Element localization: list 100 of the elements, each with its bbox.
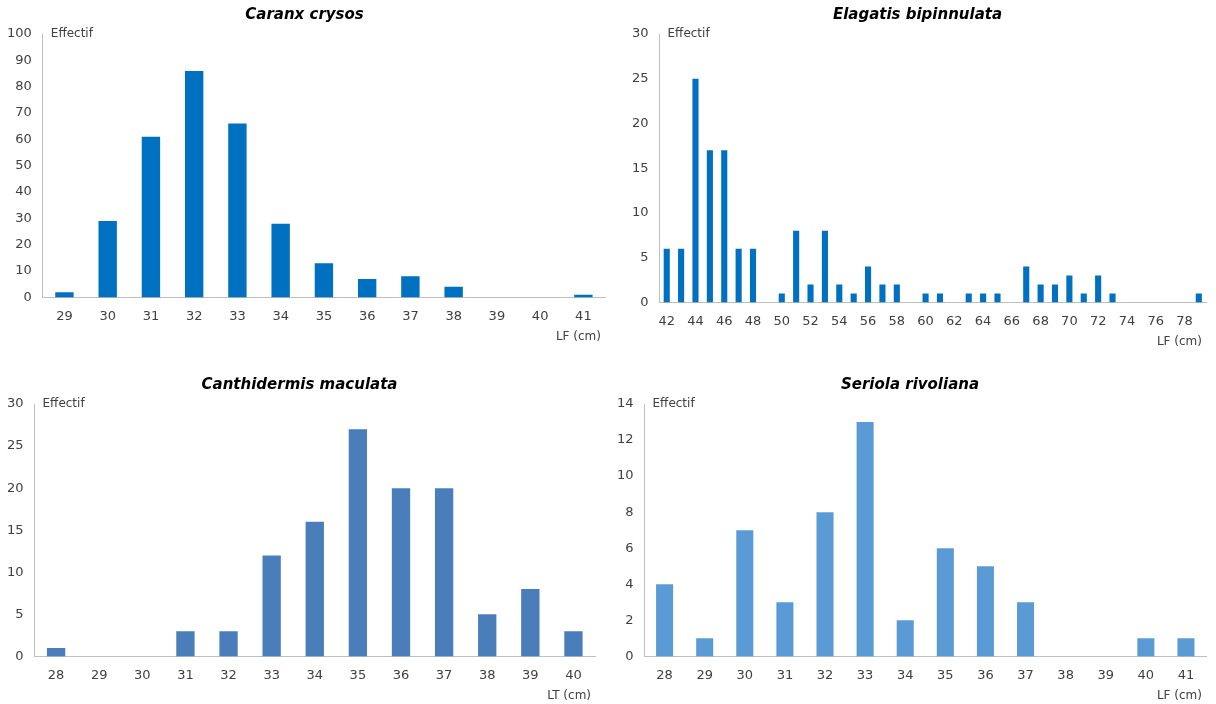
bar <box>1080 293 1087 303</box>
bar <box>1066 275 1073 303</box>
bar <box>879 284 886 303</box>
bar <box>391 488 411 657</box>
bar <box>1095 275 1102 303</box>
y-axis-title: Effectif <box>42 396 86 411</box>
x-tick-label: 38 <box>445 307 462 323</box>
y-tick-label: 5 <box>15 605 24 621</box>
x-tick-label: 42 <box>658 312 676 328</box>
bar <box>778 293 785 303</box>
x-tick-label: 36 <box>358 307 376 323</box>
y-tick-label: 90 <box>15 51 32 67</box>
bar <box>1195 293 1202 303</box>
bar <box>262 555 281 657</box>
y-tick-label: 12 <box>617 431 634 447</box>
chart-title: Seriola rivoliana <box>840 374 980 393</box>
y-tick-label: 15 <box>632 159 649 175</box>
bar <box>1109 293 1116 303</box>
x-axis-title: LF (cm) <box>1156 688 1202 703</box>
bar <box>735 248 742 303</box>
chart-title: Canthidermis maculata <box>201 374 398 393</box>
y-tick-label: 5 <box>640 249 649 265</box>
x-tick-label: 58 <box>888 312 906 328</box>
x-tick-label: 30 <box>736 666 754 682</box>
y-tick-label: 0 <box>23 288 32 304</box>
bar <box>965 293 972 303</box>
x-tick-label: 41 <box>1177 666 1195 682</box>
x-tick-label: 32 <box>185 307 203 323</box>
x-tick-label: 35 <box>349 666 367 682</box>
bar <box>271 223 290 298</box>
x-tick-label: 37 <box>402 307 419 323</box>
bar <box>444 286 463 298</box>
bar <box>994 293 1001 303</box>
bar <box>176 631 195 657</box>
bar <box>478 614 497 657</box>
bar <box>736 530 754 657</box>
bar <box>434 488 454 657</box>
x-tick-label: 41 <box>575 307 592 323</box>
y-tick-label: 6 <box>625 539 634 555</box>
bar <box>305 521 324 657</box>
x-tick-label: 68 <box>1032 312 1049 328</box>
x-tick-label: 50 <box>773 312 791 328</box>
bar <box>721 150 728 303</box>
x-tick-label: 36 <box>392 666 410 682</box>
y-tick-label: 20 <box>15 236 32 252</box>
x-tick-label: 31 <box>776 666 794 682</box>
x-tick-label: 34 <box>306 666 324 682</box>
bar <box>893 284 900 303</box>
x-tick-label: 33 <box>263 666 280 682</box>
x-tick-label: 52 <box>802 312 819 328</box>
y-tick-label: 25 <box>7 437 24 453</box>
y-tick-label: 10 <box>7 563 24 579</box>
y-tick-label: 40 <box>15 183 32 199</box>
y-tick-label: 10 <box>15 262 32 278</box>
bar <box>1023 266 1030 303</box>
x-tick-label: 29 <box>696 666 713 682</box>
y-tick-label: 25 <box>632 70 649 86</box>
bar <box>219 631 238 657</box>
bar <box>776 602 794 657</box>
bar <box>980 293 987 303</box>
x-tick-label: 28 <box>47 666 65 682</box>
bar <box>228 123 247 298</box>
x-tick-label: 40 <box>531 307 549 323</box>
x-axis-title: LF (cm) <box>1156 334 1202 349</box>
x-axis-title: LT (cm) <box>547 688 591 703</box>
x-tick-label: 74 <box>1118 312 1136 328</box>
y-axis-title: Effectif <box>652 396 696 411</box>
bar <box>896 620 914 657</box>
y-tick-label: 80 <box>15 78 32 94</box>
x-tick-label: 39 <box>1097 666 1115 682</box>
y-tick-label: 2 <box>625 611 634 627</box>
bar <box>936 548 954 657</box>
y-tick-label: 20 <box>7 479 24 495</box>
bar <box>696 638 714 657</box>
x-tick-label: 78 <box>1176 312 1193 328</box>
bar <box>141 136 161 298</box>
bar <box>663 248 670 303</box>
x-tick-label: 72 <box>1089 312 1107 328</box>
x-tick-label: 64 <box>974 312 992 328</box>
y-tick-label: 70 <box>15 104 32 120</box>
bar <box>922 293 929 303</box>
x-tick-label: 29 <box>56 307 73 323</box>
bar <box>401 276 420 298</box>
x-tick-label: 37 <box>435 666 453 682</box>
x-tick-label: 66 <box>1003 312 1021 328</box>
y-tick-label: 60 <box>15 130 32 146</box>
bar <box>821 230 828 303</box>
bar <box>656 584 674 657</box>
x-tick-label: 76 <box>1147 312 1164 328</box>
x-tick-label: 70 <box>1061 312 1078 328</box>
bar <box>793 230 800 303</box>
bar <box>357 278 377 298</box>
bar <box>1037 284 1044 303</box>
x-tick-label: 34 <box>896 666 914 682</box>
bar <box>936 293 944 303</box>
x-tick-label: 60 <box>917 312 934 328</box>
y-tick-label: 8 <box>625 503 634 519</box>
bar <box>836 284 843 303</box>
y-tick-label: 15 <box>7 521 24 537</box>
x-tick-label: 38 <box>1057 666 1074 682</box>
